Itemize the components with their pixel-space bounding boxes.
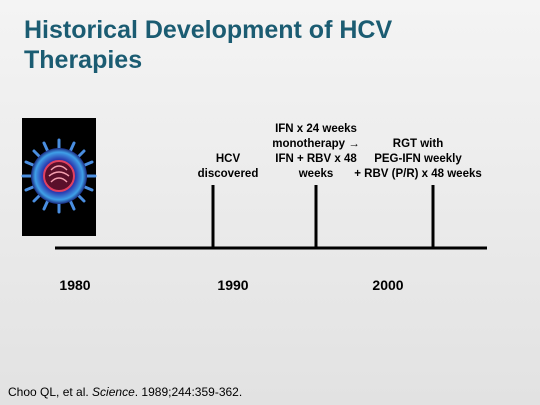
title-line: Therapies [24, 46, 142, 74]
event-label: HCV [216, 153, 241, 165]
virus-image [21, 118, 97, 236]
citation: Choo QL, et al. Science. 1989;244:359-36… [8, 385, 242, 399]
event-label: monotherapy → [272, 138, 360, 150]
event-label: IFN + RBV x 48 [275, 153, 357, 165]
citation-journal: Science [92, 385, 135, 399]
event-label: + RBV (P/R) x 48 weeks [354, 168, 482, 180]
citation-authors: Choo QL, et al. [8, 385, 92, 399]
year-label: 1980 [59, 277, 90, 293]
citation-details: . 1989;244:359-362. [135, 385, 242, 399]
event-label: PEG-IFN weekly [374, 153, 462, 165]
event-label: IFN x 24 weeks [275, 123, 357, 135]
title-line: Historical Development of HCV [24, 16, 392, 44]
event-label: RGT with [393, 138, 443, 150]
event-label: weeks [298, 168, 334, 180]
year-label: 1990 [217, 277, 248, 293]
event-label: discovered [198, 168, 259, 180]
year-label: 2000 [372, 277, 403, 293]
timeline: HCV discovered IFN x 24 weeks monotherapy →… [59, 123, 481, 293]
